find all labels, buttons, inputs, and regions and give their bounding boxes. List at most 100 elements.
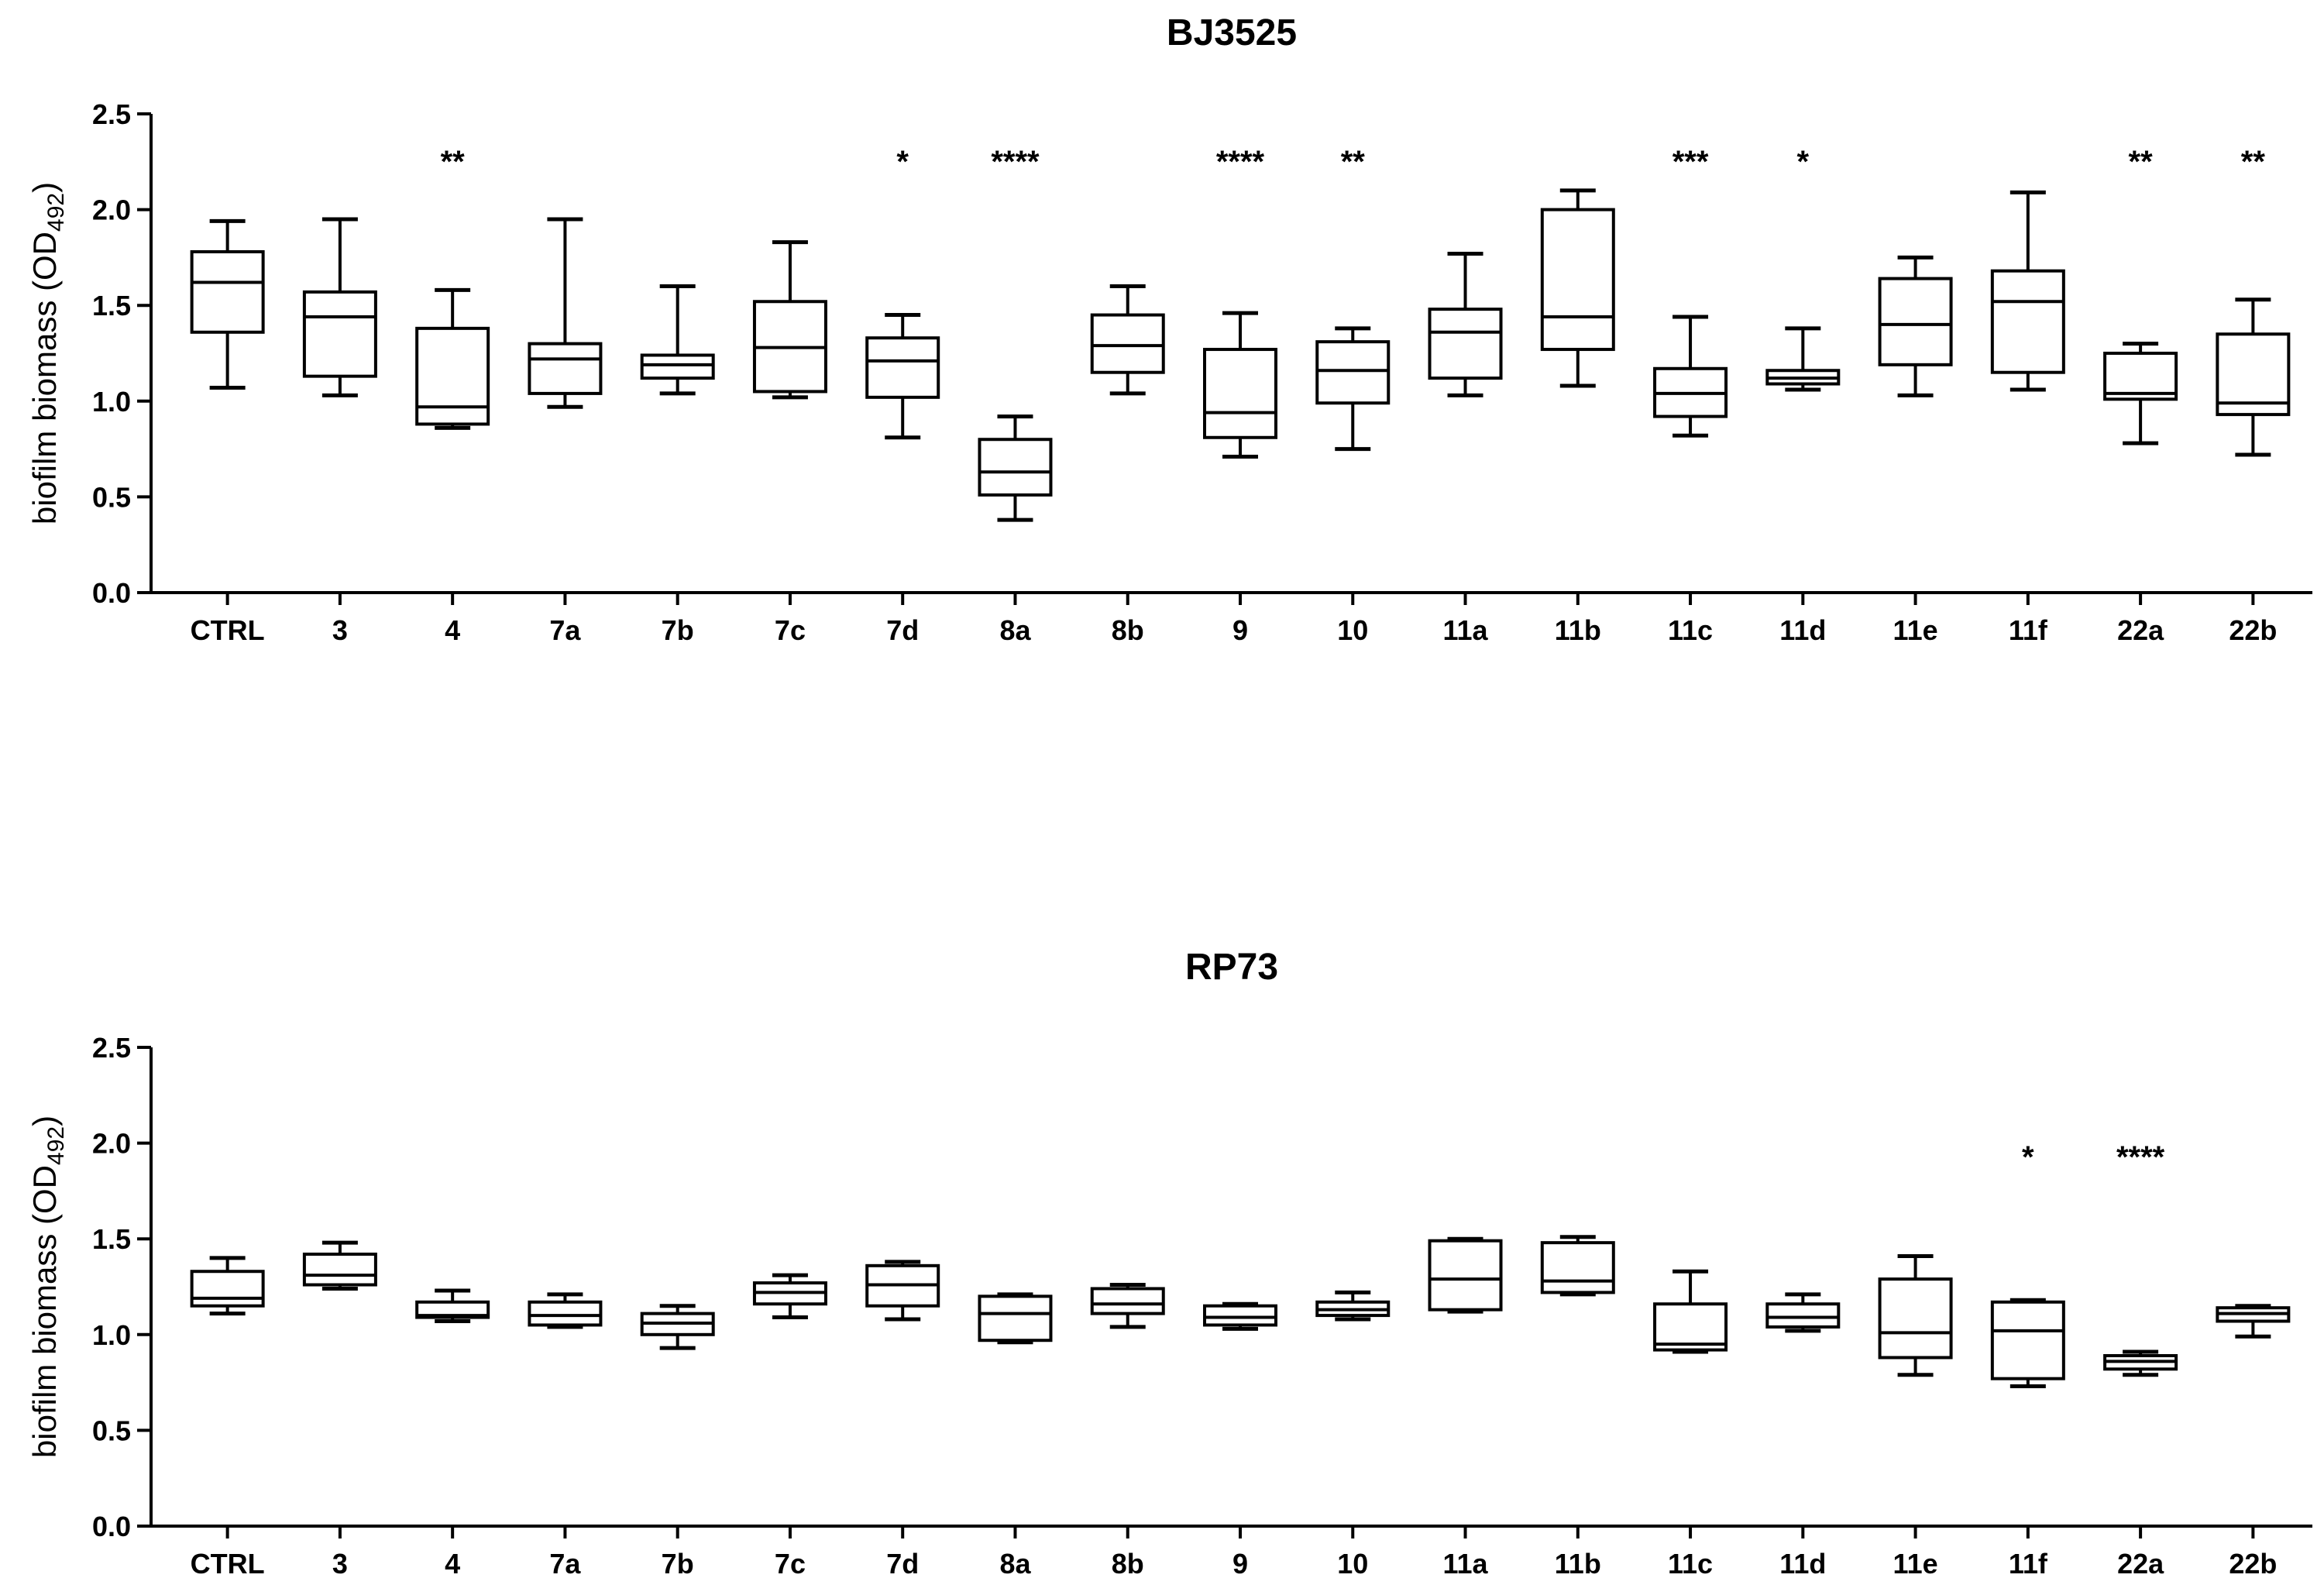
iqr-box	[1203, 1304, 1277, 1327]
iqr-box	[528, 342, 603, 395]
x-tick-label: 7a	[549, 614, 581, 646]
chart-panel-2: RP73 biofilm biomass (OD492) 0.0 0.5 1.0 1.5 2…	[26, 947, 2312, 1578]
iqr-box	[190, 1270, 265, 1308]
y-tick-label: 1.5	[92, 1223, 131, 1255]
iqr-box	[190, 249, 265, 334]
iqr-box	[1878, 277, 1953, 366]
iqr-box	[978, 1294, 1053, 1343]
box-7b	[640, 1304, 715, 1350]
chart-panel-1: BJ3525 biofilm biomass (OD492) 0.0 0.5 1.0 1.…	[26, 12, 2312, 646]
x-tick-label: 8b	[1112, 1548, 1144, 1578]
x-tick-label: 7b	[662, 1548, 694, 1578]
x-tick-label: 11f	[2009, 614, 2048, 646]
iqr-box	[1203, 348, 1277, 439]
x-tick-label: 3	[332, 1548, 348, 1578]
iqr-box	[1090, 1287, 1165, 1315]
significance-marker: ****	[991, 145, 1040, 179]
iqr-box	[2216, 332, 2291, 417]
box-11e	[1878, 1253, 1953, 1377]
x-tick-label: 9	[1232, 614, 1248, 646]
box-7c	[752, 240, 827, 400]
iqr-box	[1653, 1302, 1728, 1352]
box-4	[415, 287, 490, 430]
iqr-box	[1090, 313, 1165, 374]
x-tick-label: 22a	[2117, 614, 2164, 646]
significance-marker: ****	[1216, 145, 1265, 179]
x-tick-label: 22b	[2229, 614, 2277, 646]
y-tick-label: 0.0	[92, 577, 131, 609]
iqr-box	[865, 336, 940, 399]
box-9	[1203, 1301, 1277, 1331]
iqr-box	[415, 1300, 490, 1319]
y-axis-label-subscript: 492	[43, 193, 69, 232]
x-tick-label: 10	[1337, 1548, 1368, 1578]
box-11e	[1878, 255, 1953, 397]
x-tick-label: 11b	[1555, 614, 1601, 646]
significance-marker: *	[1797, 145, 1810, 179]
box-22b	[2216, 1304, 2291, 1339]
significance-marker: **	[2129, 145, 2154, 179]
box-22a	[2103, 1349, 2178, 1377]
x-tick-label: 11c	[1668, 614, 1713, 646]
x-tick-label: 10	[1337, 614, 1368, 646]
iqr-box	[1315, 340, 1391, 405]
y-tick-label: 1.5	[92, 290, 131, 321]
iqr-box	[1878, 1277, 1953, 1360]
x-tick-label: 7a	[549, 1548, 581, 1578]
y-tick-label: 2.0	[92, 194, 131, 226]
box-22a	[2103, 342, 2178, 445]
box-10	[1315, 326, 1391, 452]
box-7d	[865, 313, 940, 440]
x-tick-label: 4	[445, 614, 460, 646]
y-tick-label: 2.0	[92, 1128, 131, 1160]
iqr-box	[978, 438, 1053, 497]
box-11c	[1653, 1269, 1728, 1354]
y-axis-label-main: biofilm biomass (OD	[26, 232, 63, 524]
box-CTRL	[190, 1256, 265, 1316]
iqr-box	[302, 1252, 377, 1287]
y-axis-label-close: )	[26, 182, 63, 193]
box-10	[1315, 1290, 1391, 1322]
y-tick-label: 0.5	[92, 1415, 131, 1446]
iqr-box	[528, 1300, 603, 1327]
x-tick-label: 22a	[2117, 1548, 2164, 1578]
iqr-box	[1540, 208, 1615, 352]
x-tick-label: 7c	[775, 614, 806, 646]
box-7a	[528, 1292, 603, 1329]
box-11f	[1990, 190, 2065, 392]
box-7b	[640, 284, 715, 396]
x-tick-label: 11d	[1779, 614, 1826, 646]
y-tick-label: 2.5	[92, 98, 131, 130]
x-tick-label: CTRL	[191, 1548, 265, 1578]
x-tick-label: 8a	[999, 614, 1031, 646]
x-tick-label: 11c	[1668, 1548, 1713, 1578]
x-tick-label: 9	[1232, 1548, 1248, 1578]
x-tick-label: 7b	[662, 614, 694, 646]
y-tick-label: 2.5	[92, 1032, 131, 1064]
box-8b	[1090, 1283, 1165, 1329]
box-11d	[1765, 326, 1841, 392]
x-tick-label: 11f	[2009, 1548, 2048, 1578]
box-8a	[978, 1292, 1053, 1345]
significance-marker: *	[896, 145, 909, 179]
box-4	[415, 1288, 490, 1323]
x-tick-label: 11e	[1893, 1548, 1938, 1578]
chart-title: RP73	[1185, 947, 1278, 988]
box-7a	[528, 217, 603, 409]
iqr-box	[1765, 1302, 1841, 1329]
y-axis-label-main: biofilm biomass (OD	[26, 1165, 63, 1458]
y-axis-label: biofilm biomass (OD492)	[26, 182, 69, 524]
box-8b	[1090, 284, 1165, 396]
significance-marker: **	[441, 145, 466, 179]
iqr-box	[1990, 1300, 2065, 1380]
y-tick-label: 0.5	[92, 481, 131, 513]
x-tick-label: 22b	[2229, 1548, 2277, 1578]
x-tick-label: 7d	[886, 1548, 919, 1578]
significance-marker: **	[1341, 145, 1366, 179]
box-11d	[1765, 1292, 1841, 1333]
box-7c	[752, 1273, 827, 1320]
box-11c	[1653, 315, 1728, 438]
y-axis-label-subscript: 492	[43, 1126, 69, 1165]
x-tick-label: 8b	[1112, 614, 1144, 646]
